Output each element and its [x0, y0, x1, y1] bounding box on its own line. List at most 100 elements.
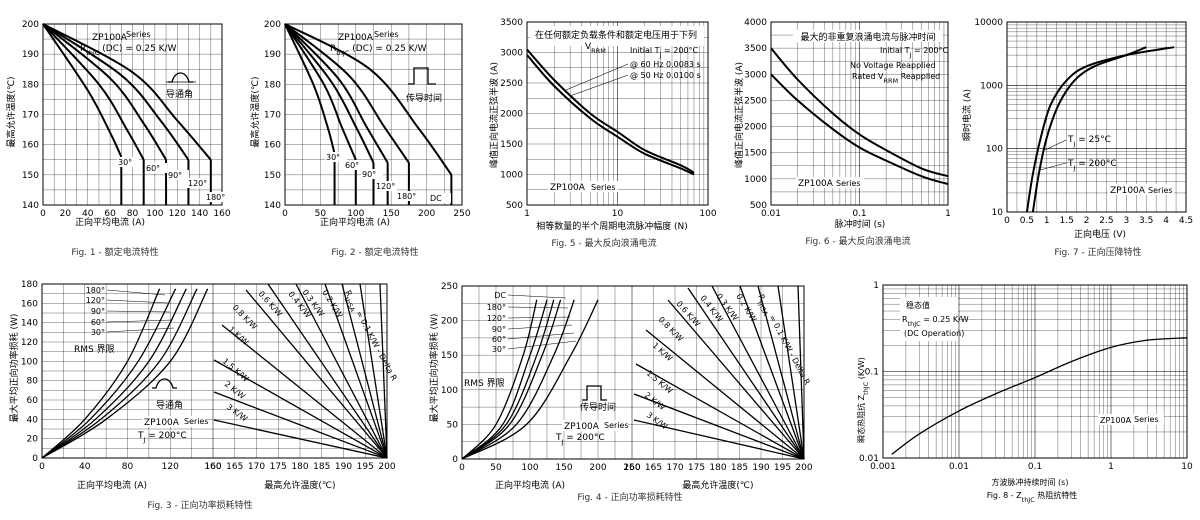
- grid: [1006, 22, 1187, 213]
- y-tick-label: 100: [986, 145, 1003, 155]
- model-label: ZP100A: [1110, 186, 1146, 196]
- series-curve: [284, 23, 375, 164]
- series-curve: [42, 23, 190, 161]
- heatsink-line: [757, 285, 805, 460]
- heatsink-line: [267, 283, 388, 459]
- y-tick-label: 140: [22, 201, 39, 211]
- series-curve: [41, 288, 198, 459]
- annotation-title: 最大的非重复浪涌电流与脉冲时间: [800, 31, 935, 43]
- caption: Fig. 2 - 额定电流特性: [331, 246, 418, 258]
- series-curve: [42, 23, 167, 161]
- series-curve: [770, 47, 949, 178]
- series-label: 30°: [91, 328, 105, 337]
- model-label: ZP100A: [798, 179, 834, 189]
- heatsink-line: [213, 419, 388, 459]
- series-curve: [42, 23, 212, 161]
- x-tick-label: 0.01: [949, 462, 969, 472]
- heatsink-label: 1 K/W: [227, 325, 251, 347]
- heatsink-line: [295, 283, 388, 459]
- x-tick-label: 1.5: [1060, 216, 1074, 226]
- leader-line: [569, 74, 629, 97]
- series-curve: [41, 288, 187, 459]
- x-tick-label: 120: [162, 462, 179, 472]
- x-tick-label: 0.1: [1028, 462, 1042, 472]
- leader-line: [507, 324, 573, 330]
- y-tick-label: 1500: [500, 140, 523, 150]
- series-curve: [461, 299, 548, 460]
- heatsink-line: [687, 287, 805, 460]
- y-axis-label: 最高允许温度(℃): [249, 76, 261, 147]
- series-label: 90°: [168, 171, 182, 180]
- x-tick-label: 3.5: [1139, 216, 1153, 226]
- x-tick-label: 1: [1108, 462, 1114, 472]
- title-bg: [793, 30, 943, 42]
- x-tick-label: 150: [383, 209, 400, 219]
- series-curve: [891, 337, 1188, 455]
- x-tick-label: 250: [623, 463, 640, 473]
- series-curve: [284, 23, 410, 164]
- x-tick-label: 2.5: [1099, 216, 1113, 226]
- y-axis-label: 峰值正向电流正弦半波 (A): [488, 62, 500, 168]
- x2-tick-label: 170: [666, 463, 683, 473]
- heatsink-line: [379, 283, 388, 459]
- label-bg: [396, 191, 418, 201]
- series-curve: [284, 23, 357, 161]
- model-bg: [1098, 414, 1164, 425]
- series-curve: [41, 288, 161, 459]
- tj200-label: TJ = 200°C: [1067, 159, 1117, 172]
- series-label: 90°: [91, 307, 105, 316]
- annotation-title: 在任何额定负载条件和额定电压用于下列: [535, 29, 697, 41]
- y-tick-label: 1: [873, 281, 879, 291]
- model-label: ZP100A: [1100, 416, 1132, 425]
- x-tick-label: 200: [418, 209, 435, 219]
- x-tick-label: 0.01: [761, 209, 781, 219]
- heatsink-line: [245, 289, 388, 459]
- x-tick-label: 120: [169, 209, 186, 219]
- chart-fig6: 0.01 0.1 15001000150020002500300035004000最…: [733, 18, 951, 247]
- x2-tick-label: 185: [313, 462, 330, 472]
- x-tick-label: 10: [612, 209, 624, 219]
- x-tick-label: 160: [204, 462, 221, 472]
- leader-line: [106, 289, 166, 296]
- x2-axis-label: 最高允许温度(℃): [264, 479, 335, 491]
- series-label: 60°: [146, 164, 160, 173]
- x-axis-label: 方波脉冲持续时间 (s): [992, 477, 1069, 487]
- annotation-bg: [900, 297, 958, 341]
- x2-tick-label: 170: [248, 462, 265, 472]
- tj-label: TJ = 200°C: [137, 431, 187, 444]
- conduction-label: 传导时间: [580, 401, 616, 413]
- y-axis-label: 瞬时电流 (A): [961, 89, 973, 141]
- series-curve: [284, 23, 389, 164]
- y-tick-label: 1500: [744, 149, 767, 159]
- x2-tick-label: 195: [774, 463, 791, 473]
- x2-tick-label: 190: [335, 462, 352, 472]
- label-bg: [117, 157, 139, 167]
- x2-tick-label: 190: [752, 463, 769, 473]
- heatsink-label: 1.5 K/W: [221, 357, 251, 384]
- series-label: DC: [494, 291, 506, 300]
- x-tick-label: 1: [1044, 216, 1050, 226]
- caption: Fig. 4 - 正向功率损耗特性: [577, 491, 682, 503]
- series-curve: [41, 288, 177, 459]
- series-curve: [42, 23, 123, 158]
- initial-tj-label: Initial TJ = 200°C: [880, 46, 949, 59]
- series-curve: [1025, 46, 1175, 213]
- heatsink-line: [711, 285, 805, 460]
- series-tag: Series: [374, 30, 399, 39]
- x-tick-label: 0.5: [1020, 216, 1034, 226]
- x-tick-label: 200: [589, 463, 606, 473]
- series-label-50hz: @ 50 Hz 0.0100 s: [630, 71, 701, 80]
- heatsink-line: [324, 283, 388, 459]
- y-tick-label: 3000: [500, 49, 523, 59]
- y-tick-label: 250: [441, 282, 458, 292]
- y-tick-label: 150: [264, 171, 281, 181]
- heatsink-label: 0.8 K/W: [657, 315, 685, 343]
- x-tick-label: 10: [1181, 462, 1193, 472]
- series-curve: [770, 73, 949, 186]
- heatsink-line: [797, 285, 805, 460]
- rthjc-label: RthJC (DC) = 0.25 K/W: [80, 44, 177, 57]
- steady-state-label: 稳态值: [906, 300, 930, 310]
- x2-tick-label: 195: [357, 462, 374, 472]
- x-tick-label: 40: [82, 209, 94, 219]
